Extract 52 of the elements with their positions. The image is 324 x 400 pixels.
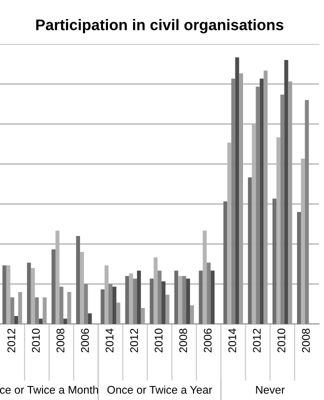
- x-tick-label: 2008: [179, 328, 188, 352]
- bar: [129, 273, 134, 324]
- bar: [76, 236, 80, 324]
- bar: [125, 276, 130, 324]
- x-tick-label: 2006: [81, 328, 89, 352]
- x-tick-label: 2006: [204, 328, 212, 352]
- x-tick-label: 2012: [130, 328, 138, 352]
- bar: [182, 276, 186, 324]
- bar: [2, 265, 6, 324]
- bar: [210, 270, 215, 324]
- bar: [34, 297, 39, 324]
- bar: [260, 78, 264, 324]
- bar: [136, 270, 141, 324]
- bar: [88, 313, 92, 324]
- bar: [198, 270, 203, 324]
- bar: [178, 276, 182, 324]
- chart-title: Participation in civil organisations: [36, 19, 284, 34]
- text: Never: [256, 386, 285, 394]
- x-tick-label: 2010: [32, 328, 40, 352]
- bar: [280, 94, 284, 324]
- bar: [206, 262, 211, 324]
- x-tick-label: 2008: [56, 328, 64, 352]
- bar: [59, 286, 64, 324]
- bar: [108, 284, 112, 324]
- bar: [27, 262, 31, 324]
- x-tick-label: 2008: [302, 328, 310, 352]
- x-tick-label: 2012: [252, 328, 261, 352]
- bar: [84, 284, 88, 324]
- bar: [112, 286, 116, 324]
- x-tick-label: 2014: [106, 328, 114, 352]
- bar: [63, 318, 68, 324]
- bar: [162, 281, 166, 324]
- bar: [297, 212, 301, 324]
- x-tick-label: 2014: [228, 328, 236, 352]
- bar: [223, 201, 228, 324]
- bar: [14, 316, 18, 324]
- bar: [248, 177, 252, 324]
- x-tick-label: 2012: [7, 328, 16, 352]
- bar: [100, 289, 105, 324]
- bar: [186, 278, 190, 324]
- bar: [154, 257, 158, 324]
- bar: [304, 100, 309, 324]
- x-tick-label: 2010: [277, 328, 286, 352]
- text: Once or Twice a Year: [107, 386, 212, 394]
- bar: [272, 198, 276, 324]
- bar: [235, 57, 240, 324]
- bar: [133, 278, 137, 324]
- x-tick-label: 2010: [154, 328, 163, 352]
- bar: [38, 318, 43, 324]
- text: ce or Twice a Month: [0, 386, 98, 394]
- bar: [158, 270, 162, 324]
- bar: [52, 249, 56, 324]
